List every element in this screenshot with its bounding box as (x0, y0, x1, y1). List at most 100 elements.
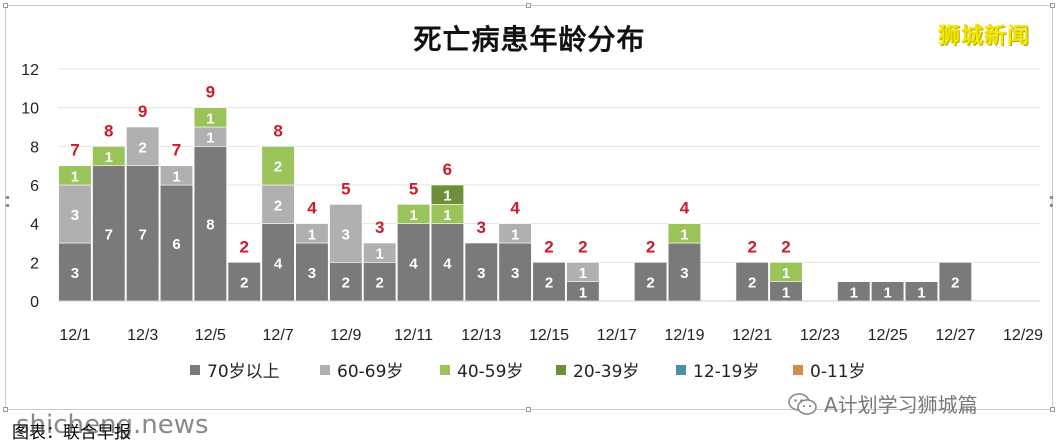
total-label: 7 (172, 141, 181, 160)
legend-swatch (440, 364, 450, 375)
bar-segment (159, 165, 194, 186)
total-label: 2 (240, 237, 249, 256)
bar-segment (126, 126, 160, 166)
x-tick-label: 12/13 (461, 327, 501, 344)
bar-segment (329, 204, 363, 263)
data-label: 1 (680, 226, 688, 243)
x-tick-label: 12/15 (529, 327, 569, 344)
legend-swatch (320, 364, 330, 375)
wechat-account-name: A计划学习狮城篇 (824, 393, 978, 417)
data-label: 1 (443, 188, 451, 205)
legend-swatch (556, 364, 566, 375)
data-label: 1 (206, 110, 214, 127)
x-tick-label: 12/23 (800, 327, 840, 344)
total-label: 7 (70, 141, 79, 160)
data-label: 1 (443, 207, 451, 224)
data-label: 2 (274, 159, 282, 176)
x-tick-label: 12/11 (394, 327, 433, 344)
y-tick-label: 2 (30, 255, 39, 272)
data-label: 1 (579, 265, 587, 282)
legend-item: 60-69岁 (320, 357, 403, 382)
x-tick-label: 12/17 (597, 327, 637, 344)
data-label: 1 (511, 226, 519, 243)
resize-handle-tr[interactable] (1050, 3, 1055, 8)
total-label: 8 (104, 121, 113, 140)
data-label: 1 (105, 149, 113, 166)
bar-segment (126, 165, 160, 302)
bar-segment (193, 146, 227, 302)
y-tick-label: 8 (30, 139, 39, 156)
x-tick-label: 12/19 (664, 327, 704, 344)
bar-segment (261, 223, 295, 302)
total-label: 5 (341, 179, 350, 198)
x-tick-label: 12/5 (195, 327, 226, 344)
data-label: 7 (138, 226, 146, 243)
chart-legend: 70岁以上 60-69岁 40-59岁 20-39岁 12-19岁 0-11岁 (0, 357, 1059, 382)
chart-credit: 图表：联合早报 (12, 423, 131, 443)
data-label: 2 (376, 275, 384, 292)
x-tick-label: 12/29 (1003, 327, 1043, 344)
total-label: 9 (206, 83, 215, 102)
data-label: 2 (951, 275, 959, 292)
data-label: 1 (579, 284, 587, 301)
data-label: 8 (206, 217, 214, 234)
bar-segment (193, 107, 227, 128)
chart-title: 死亡病患年龄分布 (413, 23, 646, 56)
resize-handle-br[interactable] (1050, 407, 1055, 412)
total-label: 6 (443, 160, 452, 179)
y-tick-label: 4 (30, 217, 39, 234)
data-label: 3 (511, 265, 519, 282)
legend-swatch (793, 364, 803, 375)
bar-segment (430, 184, 464, 205)
resize-handle-right[interactable] (1050, 196, 1053, 207)
bar-segment (92, 146, 126, 166)
data-label: 1 (409, 207, 417, 224)
bar-segment (92, 165, 126, 302)
x-tick-label: 12/25 (868, 327, 908, 344)
total-label: 5 (409, 179, 418, 198)
site-watermark: shicheng.news (16, 410, 209, 440)
data-label: 4 (409, 255, 418, 272)
x-tick-label: 12/9 (330, 327, 361, 344)
data-label: 2 (646, 275, 654, 292)
bar-segment (938, 262, 972, 302)
total-label: 4 (307, 199, 317, 218)
bar-segment (159, 184, 194, 302)
total-label: 2 (781, 237, 790, 256)
resize-handle-left[interactable] (6, 196, 9, 207)
data-label: 6 (172, 236, 180, 253)
wechat-watermark: A计划学习狮城篇 (788, 389, 978, 418)
data-label: 1 (376, 246, 384, 263)
resize-handle-top[interactable] (526, 3, 531, 8)
y-tick-label: 0 (30, 294, 39, 311)
total-label: 2 (544, 237, 553, 256)
bar-segment (363, 242, 397, 263)
total-label: 9 (138, 102, 147, 121)
data-label: 3 (71, 207, 79, 224)
y-tick-label: 6 (30, 178, 39, 195)
data-label: 1 (206, 130, 214, 147)
bar-segment (498, 223, 532, 244)
wechat-icon (788, 392, 817, 415)
bar-segment (58, 242, 92, 302)
data-label: 1 (917, 284, 925, 301)
x-tick-label: 12/1 (59, 327, 90, 344)
bar-segment (396, 204, 431, 224)
total-label: 3 (375, 218, 384, 237)
bar-segment (295, 223, 329, 244)
legend-label: 0-11岁 (810, 362, 866, 382)
x-tick-label: 12/27 (935, 327, 975, 344)
data-label: 1 (850, 284, 858, 301)
resize-handle-tl[interactable] (3, 3, 8, 8)
total-label: 3 (477, 218, 486, 237)
resize-handle-bottom[interactable] (526, 407, 531, 412)
legend-item: 40-59岁 (440, 357, 523, 382)
bar-segment (464, 242, 498, 302)
total-label: 4 (680, 199, 690, 218)
data-label: 1 (172, 168, 180, 185)
data-label: 3 (71, 265, 79, 282)
resize-handle-bl[interactable] (3, 407, 8, 412)
legend-label: 12-19岁 (693, 362, 760, 382)
data-label: 3 (342, 226, 350, 243)
